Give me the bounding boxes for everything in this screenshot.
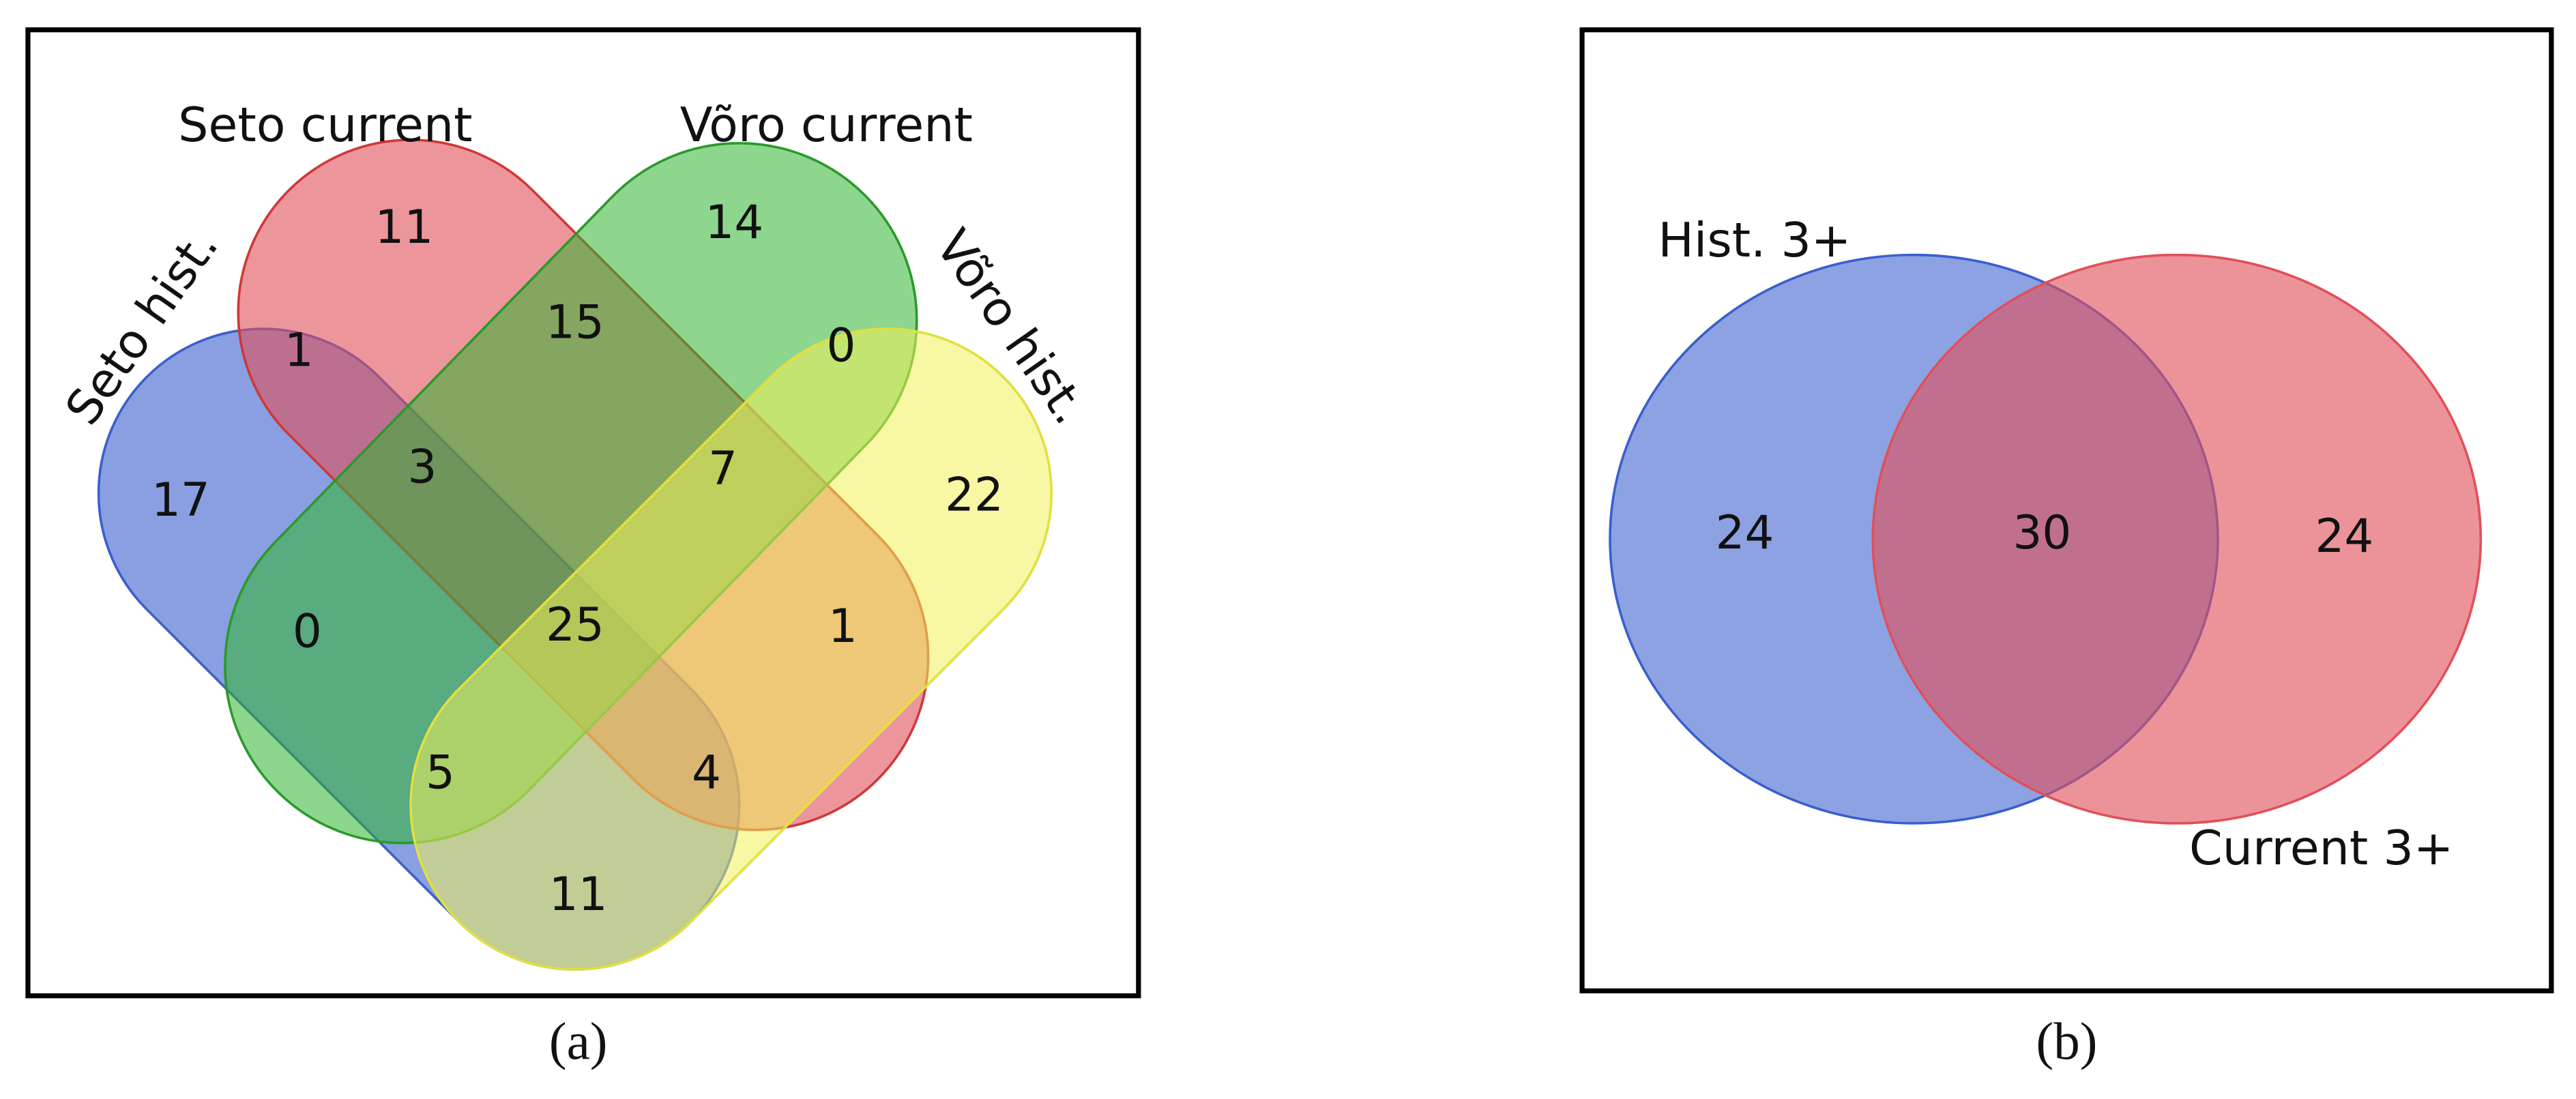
- region-count: 14: [705, 195, 764, 249]
- set-voro-hist: [409, 327, 1053, 971]
- region-count: 3: [407, 440, 437, 494]
- panel-b-frame: [1579, 27, 2554, 994]
- region-count: 1: [828, 599, 858, 653]
- region-count: 4: [692, 746, 721, 800]
- region-count: 0: [827, 318, 856, 372]
- region-count: 1: [284, 323, 314, 377]
- region-count: 30: [2012, 505, 2071, 559]
- region-count: 22: [945, 468, 1004, 522]
- caption: (a): [549, 1012, 608, 1070]
- region-count: 24: [2315, 509, 2374, 563]
- caption: (b): [2036, 1012, 2098, 1070]
- panel-a-frame: [25, 27, 1141, 999]
- set-label: Current 3+: [2189, 821, 2453, 876]
- region-count: 0: [293, 604, 322, 658]
- set-label: Võro current: [680, 98, 973, 153]
- venn-4: [97, 138, 1053, 971]
- set-label: Seto current: [178, 98, 472, 153]
- region-count: 7: [708, 441, 737, 495]
- region-count: 24: [1716, 505, 1774, 559]
- region-count: 11: [375, 200, 434, 254]
- region-count: 5: [426, 746, 455, 800]
- set-current: [1871, 253, 2483, 825]
- region-count: 17: [151, 473, 210, 527]
- region-count: 15: [546, 295, 604, 349]
- region-count: 25: [546, 598, 604, 651]
- region-count: 11: [549, 867, 608, 921]
- set-label: Hist. 3+: [1658, 213, 1851, 268]
